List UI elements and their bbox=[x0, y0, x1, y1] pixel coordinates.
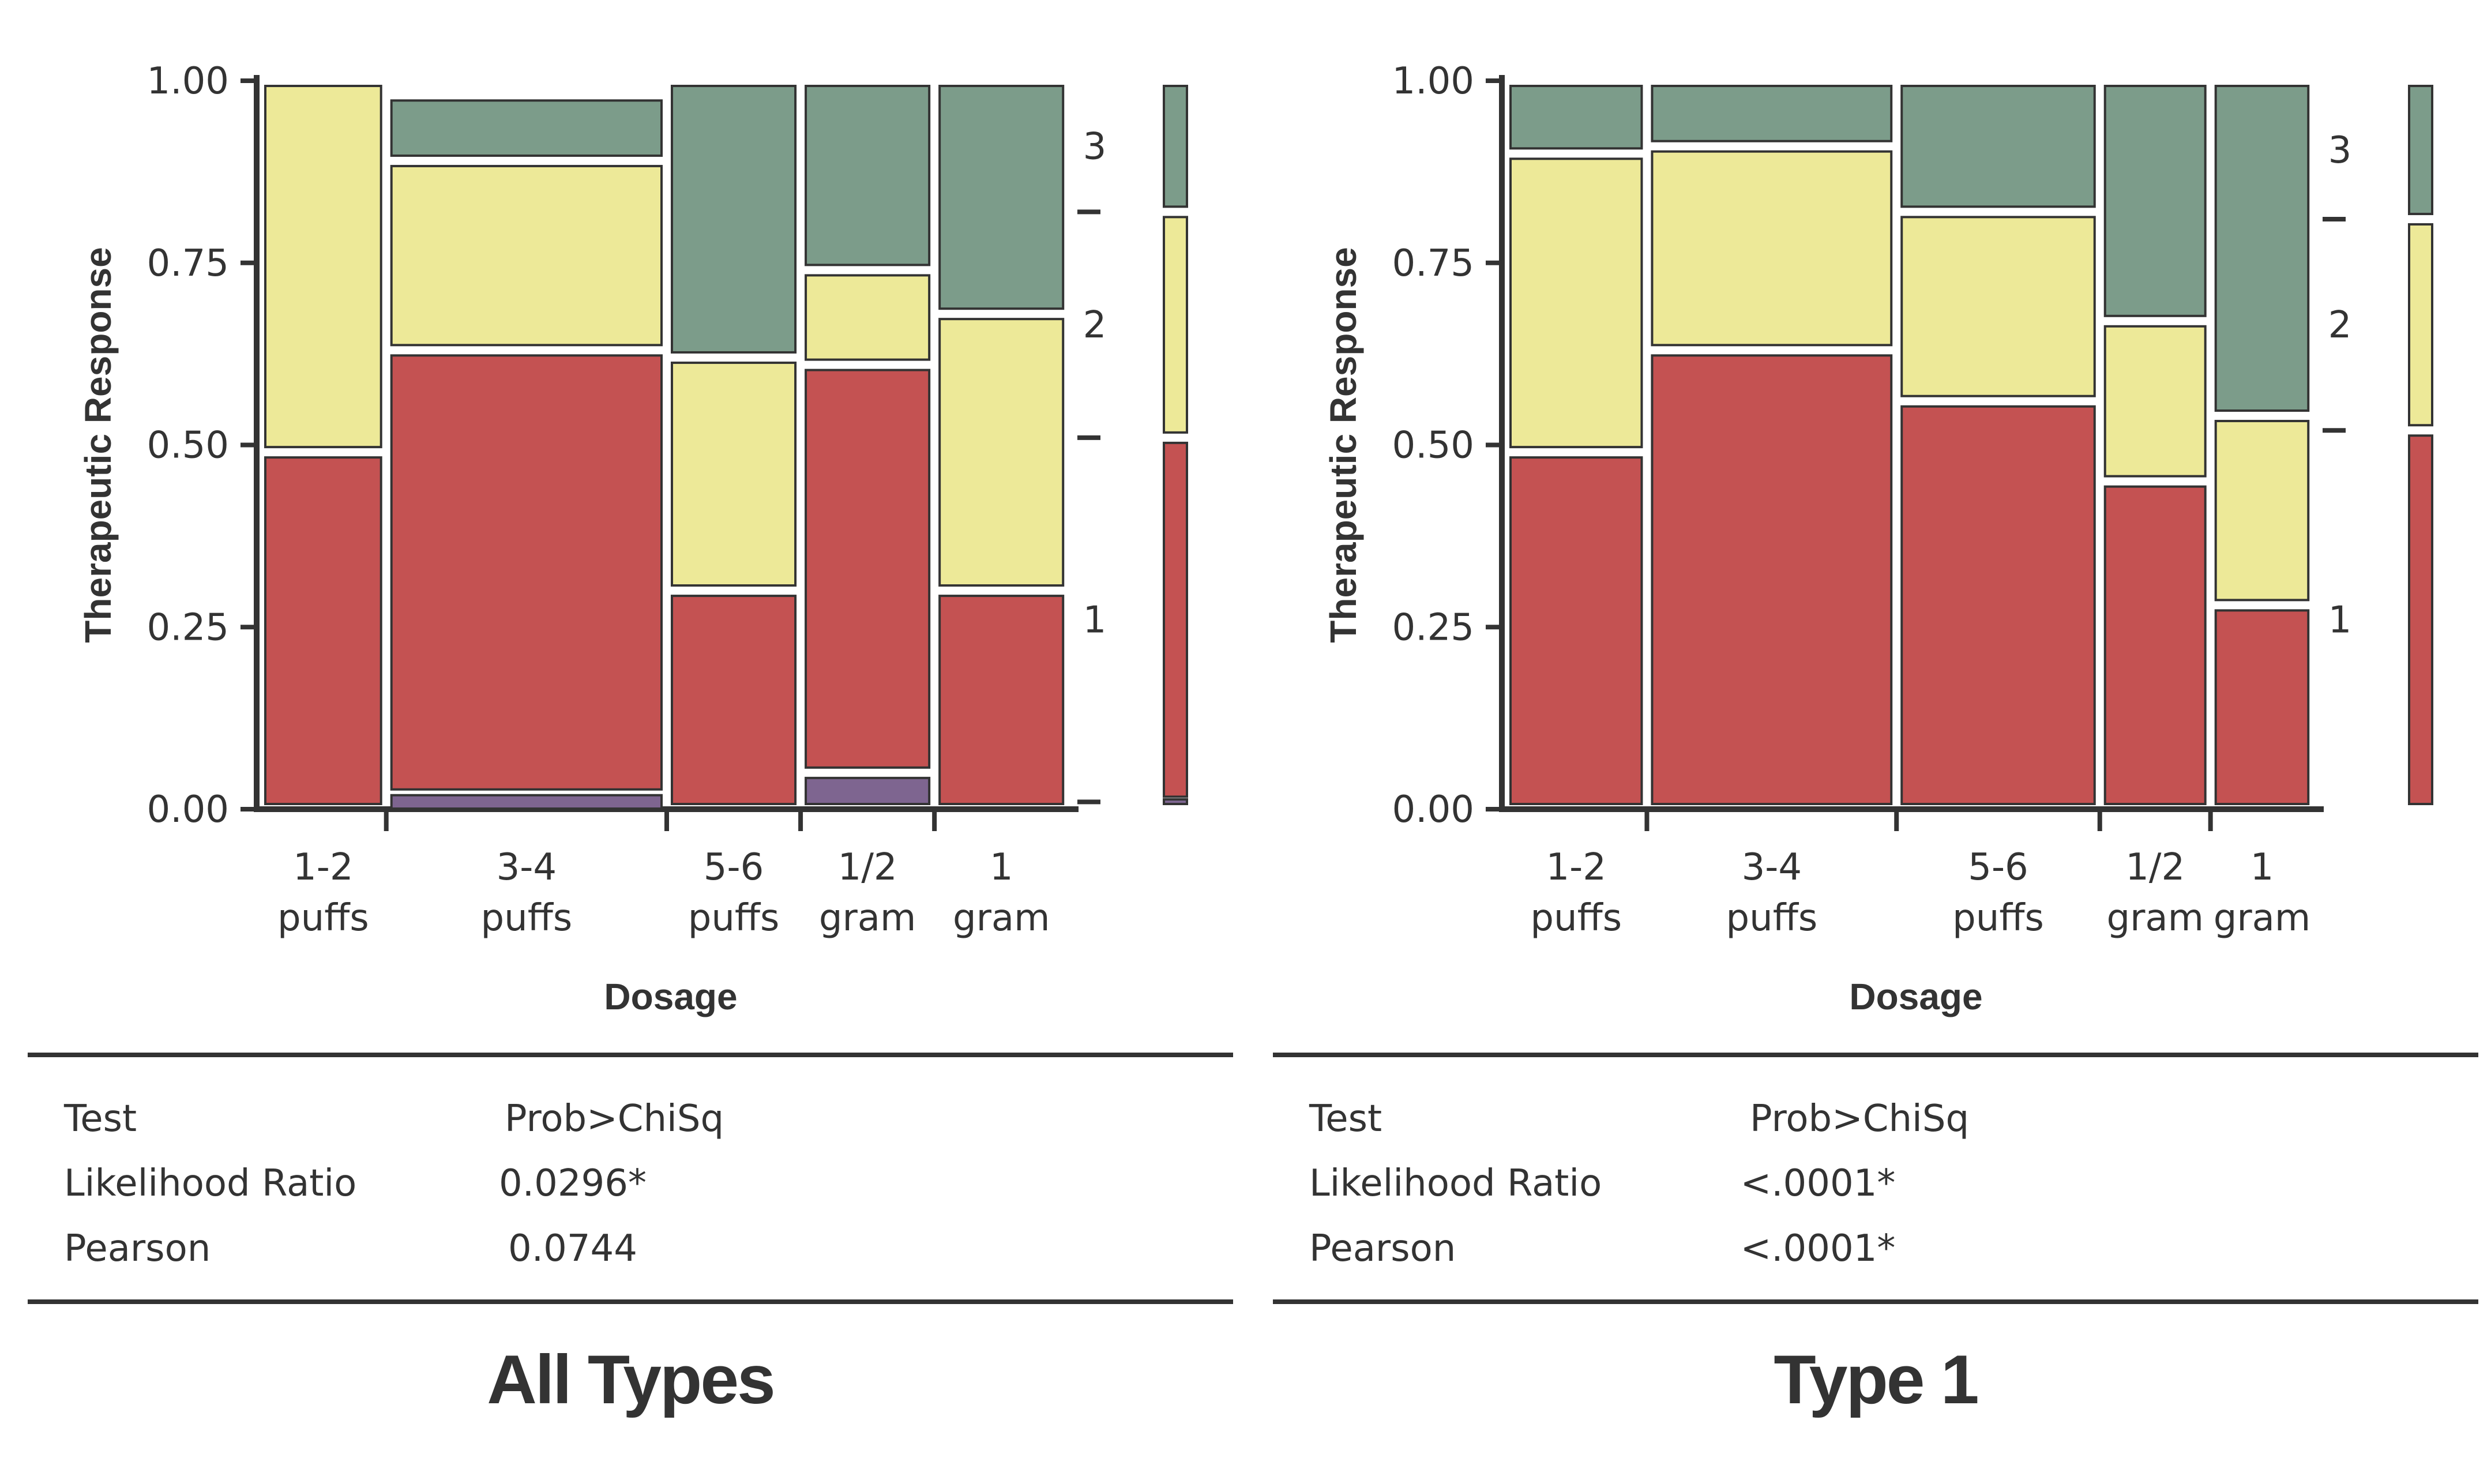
x-tick-label: 5-6 bbox=[1968, 846, 2028, 889]
mosaic-cell-other bbox=[805, 776, 931, 805]
mosaic-cell-3 bbox=[390, 99, 663, 157]
mosaic-cell-1 bbox=[264, 456, 382, 805]
level-label: 2 bbox=[2328, 304, 2352, 347]
stats-table-type-1: Test Prob>ChiSq Likelihood Ratio <.0001*… bbox=[1273, 1053, 2478, 1304]
y-tick-label: 0.25 bbox=[147, 606, 230, 649]
marginal-cell-3 bbox=[1163, 85, 1188, 208]
y-tick-label: 0.75 bbox=[147, 242, 230, 285]
x-tick-label: puffs bbox=[688, 897, 780, 940]
marginal-cell-3 bbox=[2408, 85, 2433, 215]
x-tick-label: puffs bbox=[1530, 897, 1622, 940]
mosaic-cell-2 bbox=[2103, 325, 2207, 478]
mosaic-chart-all-types: 0.00 0.25 0.50 0.75 1.00 Therapeutic Response… bbox=[77, 60, 1188, 1017]
marginal-cell-other bbox=[1163, 798, 1188, 805]
level-label: 3 bbox=[1083, 126, 1107, 168]
stats-row-label: Likelihood Ratio bbox=[64, 1162, 357, 1205]
mosaic-chart-type-1: 0.00 0.25 0.50 0.75 1.00 Therapeutic Response… bbox=[1322, 60, 2433, 1017]
mosaic-cell-3 bbox=[2214, 85, 2310, 412]
mosaic-cell-1 bbox=[671, 595, 797, 805]
x-tick-label: 1-2 bbox=[1546, 846, 1606, 889]
stats-row-value: 0.0744 bbox=[508, 1227, 637, 1270]
x-tick-label: gram bbox=[2106, 897, 2204, 940]
marginal-cell-1 bbox=[2408, 434, 2433, 805]
stats-header-prob: Prob>ChiSq bbox=[505, 1098, 724, 1140]
level-label: 1 bbox=[2328, 599, 2352, 642]
stats-row-label: Pearson bbox=[1309, 1227, 1456, 1270]
x-axis-label: Dosage bbox=[604, 976, 737, 1017]
x-tick-label: puffs bbox=[1726, 897, 1818, 940]
mosaic-cell-2 bbox=[2214, 419, 2310, 602]
x-tick-label: 1/2 bbox=[838, 846, 897, 889]
panel-type-1: 0.00 0.25 0.50 0.75 1.00 Therapeutic Response… bbox=[1245, 0, 2490, 1484]
mosaic-cell-2 bbox=[1900, 216, 2096, 397]
level-label: 2 bbox=[1083, 304, 1107, 347]
mosaic-cell-1 bbox=[390, 354, 663, 791]
x-tick-label: 3-4 bbox=[497, 846, 557, 889]
mosaic-cell-2 bbox=[1509, 157, 1643, 449]
mosaic-cell-1 bbox=[2103, 485, 2207, 805]
y-tick-label: 1.00 bbox=[147, 60, 230, 103]
x-tick-label: puffs bbox=[277, 897, 369, 940]
mosaic-cell-1 bbox=[805, 369, 931, 769]
mosaic-cell-1 bbox=[938, 595, 1065, 805]
y-tick-label: 0.00 bbox=[147, 788, 230, 831]
marginal-cell-2 bbox=[1163, 216, 1188, 434]
panel-title: All Types bbox=[487, 1341, 776, 1418]
mosaic-cell-2 bbox=[1651, 150, 1893, 347]
mosaic-cell-2 bbox=[390, 164, 663, 347]
x-tick-label: puffs bbox=[1952, 897, 2044, 940]
mosaic-cell-2 bbox=[671, 361, 797, 587]
mosaic-cell-2 bbox=[264, 85, 382, 449]
panel-title: Type 1 bbox=[1774, 1341, 1979, 1418]
stats-row-label: Pearson bbox=[64, 1227, 211, 1270]
x-tick-label: 1 bbox=[2250, 846, 2274, 889]
x-axis-label: Dosage bbox=[1849, 976, 1982, 1017]
marginal-cell-2 bbox=[2408, 223, 2433, 427]
x-tick-label: puffs bbox=[481, 897, 573, 940]
x-tick-label: gram bbox=[953, 897, 1050, 940]
x-tick-label: 1 bbox=[990, 846, 1013, 889]
y-axis-label: Therapeutic Response bbox=[1322, 247, 1364, 643]
y-tick-label: 0.50 bbox=[147, 424, 230, 467]
mosaic-cell-3 bbox=[671, 85, 797, 354]
mosaic-cell-2 bbox=[938, 318, 1065, 587]
mosaic-cell-1 bbox=[1900, 405, 2096, 805]
stats-row-value: 0.0296* bbox=[499, 1162, 647, 1205]
x-tick-label: 3-4 bbox=[1742, 846, 1802, 889]
marginal-cell-1 bbox=[1163, 441, 1188, 798]
x-tick-label: 1-2 bbox=[293, 846, 354, 889]
stats-table-all-types: Test Prob>ChiSq Likelihood Ratio 0.0296*… bbox=[28, 1053, 1233, 1304]
level-label: 3 bbox=[2328, 129, 2352, 172]
mosaic-cell-1 bbox=[1509, 456, 1643, 805]
mosaic-cell-1 bbox=[2214, 609, 2310, 805]
y-tick-label: 0.75 bbox=[1392, 242, 1475, 285]
stats-header-test: Test bbox=[1309, 1098, 1382, 1140]
y-tick-label: 0.50 bbox=[1392, 424, 1475, 467]
mosaic-cell-3 bbox=[1900, 85, 2096, 208]
y-tick-label: 0.00 bbox=[1392, 788, 1475, 831]
mosaic-cell-2 bbox=[805, 274, 931, 361]
mosaic-cell-3 bbox=[2103, 85, 2207, 317]
y-tick-label: 0.25 bbox=[1392, 606, 1475, 649]
panel-all-types: 0.00 0.25 0.50 0.75 1.00 Therapeutic Response… bbox=[0, 0, 1245, 1484]
x-tick-label: 5-6 bbox=[704, 846, 764, 889]
mosaic-cell-3 bbox=[1509, 85, 1643, 150]
mosaic-cell-3 bbox=[1651, 85, 1893, 142]
x-tick-label: gram bbox=[2214, 897, 2311, 940]
stats-row-label: Likelihood Ratio bbox=[1309, 1162, 1602, 1205]
level-label: 1 bbox=[1083, 599, 1107, 642]
x-tick-label: gram bbox=[819, 897, 916, 940]
stats-header-test: Test bbox=[64, 1098, 137, 1140]
stats-row-value: <.0001* bbox=[1740, 1162, 1896, 1205]
mosaic-cell-other bbox=[390, 794, 663, 810]
mosaic-cell-3 bbox=[805, 85, 931, 266]
y-tick-label: 1.00 bbox=[1392, 60, 1475, 103]
y-axis-label: Therapeutic Response bbox=[77, 247, 119, 643]
mosaic-cell-1 bbox=[1651, 354, 1893, 805]
mosaic-cell-3 bbox=[938, 85, 1065, 310]
stats-header-prob: Prob>ChiSq bbox=[1750, 1098, 1970, 1140]
x-tick-label: 1/2 bbox=[2125, 846, 2185, 889]
stats-row-value: <.0001* bbox=[1740, 1227, 1896, 1270]
